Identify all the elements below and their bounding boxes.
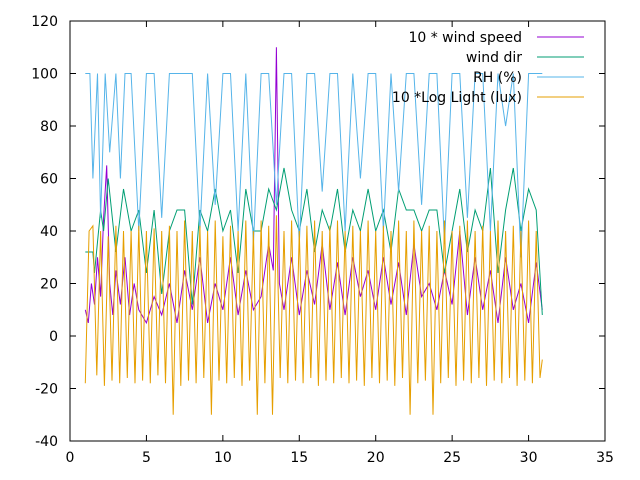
x-tick-label-6: 30 [520,450,538,466]
x-tick-label-7: 35 [596,450,614,466]
y-tick-label-4: 40 [40,224,58,240]
legend-label-2: RH (%) [473,70,522,86]
legend-label-3: 10 *Log Light (lux) [392,90,522,106]
x-tick-label-2: 10 [214,450,232,466]
tick-layer: 0 5 10 15 20 25 30 35 -40 -20 0 20 40 60 80 100 120 [31,14,614,466]
y-tick-label-2: 0 [49,329,58,345]
x-tick-label-1: 5 [142,450,151,466]
legend-label-0: 10 * wind speed [408,30,522,46]
y-tick-label-7: 100 [31,67,58,83]
series-line-3 [84,215,543,415]
x-tick-label-3: 15 [290,450,308,466]
y-tick-label-0: -40 [35,434,58,450]
legend: 10 * wind speed wind dir RH (%) 10 *Log Lig… [392,30,584,106]
x-tick-label-5: 25 [443,450,461,466]
x-tick-label-0: 0 [66,450,75,466]
y-tick-label-8: 120 [31,14,58,30]
y-tick-label-5: 60 [40,172,58,188]
y-tick-label-1: -20 [35,382,58,398]
series-line-0 [84,47,543,325]
y-tick-label-3: 20 [40,277,58,293]
series-line-2 [85,73,543,258]
series-line-1 [85,167,543,316]
legend-label-1: wind dir [466,50,522,66]
y-tick-label-6: 80 [40,119,58,135]
series-layer [84,47,543,415]
x-tick-label-4: 20 [367,450,385,466]
